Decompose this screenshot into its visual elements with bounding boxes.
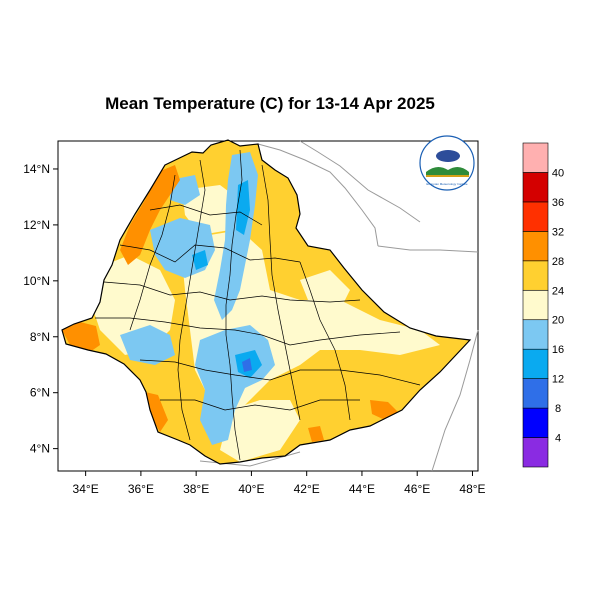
eritrea-border xyxy=(257,143,379,247)
lon-tick-label: 46°E xyxy=(404,482,430,496)
boundary-3 xyxy=(103,281,361,303)
logo-cloud xyxy=(436,150,460,162)
boundary-5 xyxy=(139,359,421,386)
colorbar-swatch xyxy=(522,437,549,468)
zone-boundaries xyxy=(95,149,421,461)
lat-tick-label: 8°N xyxy=(30,330,50,344)
institute-logo: Ethiopian Meteorology Institute xyxy=(419,135,475,191)
zone-orange-northwest xyxy=(120,165,180,265)
somalia-coast xyxy=(431,329,479,472)
colorbar-swatch xyxy=(522,348,549,379)
axes: 34°E 36°E 38°E 40°E 42°E 44°E 46°E 48°E 4°N 6°N 8°… xyxy=(23,162,485,496)
colorbar-swatch xyxy=(522,407,549,438)
colorbar-swatch xyxy=(522,142,549,173)
gulf-coast xyxy=(377,245,479,253)
boundary-11 xyxy=(129,174,176,331)
colorbar-label: 28 xyxy=(552,256,564,268)
lat-tick-label: 14°N xyxy=(23,162,50,176)
boundary-7 xyxy=(177,159,206,441)
logo-hills xyxy=(426,166,469,176)
boundary-9 xyxy=(261,164,301,421)
colorbar-label: 16 xyxy=(552,344,564,356)
colorbar-label: 32 xyxy=(552,226,564,238)
boundary-10 xyxy=(299,261,351,421)
zone-blue-southwest xyxy=(120,325,175,365)
colorbar-swatch xyxy=(522,319,549,350)
logo-text: Ethiopian Meteorology Institute xyxy=(426,182,468,186)
colorbar-swatch xyxy=(522,231,549,262)
lon-tick-label: 40°E xyxy=(238,482,264,496)
red-sea-coast xyxy=(299,140,421,223)
boundary-4 xyxy=(95,317,401,346)
lat-tick-label: 10°N xyxy=(23,274,50,288)
zone-pale-south xyxy=(220,400,300,462)
boundary-6 xyxy=(160,399,360,411)
colorbar-swatch xyxy=(522,378,549,409)
boundary-8 xyxy=(225,149,243,461)
colorbar-label: 20 xyxy=(552,315,564,327)
colorbar-swatch xyxy=(522,201,549,232)
colorbar-label: 8 xyxy=(555,403,561,415)
zone-orange-south xyxy=(308,426,324,442)
zone-deepblue xyxy=(242,358,252,372)
colorbar-label: 36 xyxy=(552,197,564,209)
colorbar-label: 12 xyxy=(552,374,564,386)
lon-tick-label: 44°E xyxy=(349,482,375,496)
map-title: Mean Temperature (C) for 13-14 Apr 2025 xyxy=(105,94,435,113)
boundary-1 xyxy=(149,204,263,226)
zone-orange-southwest xyxy=(145,392,168,432)
zone-pale-east xyxy=(300,270,350,310)
zone-orange-west xyxy=(62,322,100,352)
lon-tick-label: 34°E xyxy=(73,482,99,496)
colorbar-swatch xyxy=(522,289,549,321)
lat-tick-label: 6°N xyxy=(30,386,50,400)
lat-tick-label: 12°N xyxy=(23,218,50,232)
lon-tick-label: 48°E xyxy=(459,482,485,496)
colorbar-label: 40 xyxy=(552,167,564,179)
lat-tick-label: 4°N xyxy=(30,442,50,456)
colorbar-label: 24 xyxy=(552,285,564,297)
lon-tick-label: 42°E xyxy=(294,482,320,496)
colorbar-swatch xyxy=(522,260,549,291)
zone-midblue-3 xyxy=(192,250,208,270)
colorbar-swatch xyxy=(522,172,549,203)
colorbar: 4 8 12 16 20 24 28 32 36 40 xyxy=(522,142,564,468)
lon-tick-label: 36°E xyxy=(128,482,154,496)
lon-tick-label: 38°E xyxy=(183,482,209,496)
colorbar-label: 4 xyxy=(555,433,561,445)
ethiopia-border xyxy=(61,139,472,465)
